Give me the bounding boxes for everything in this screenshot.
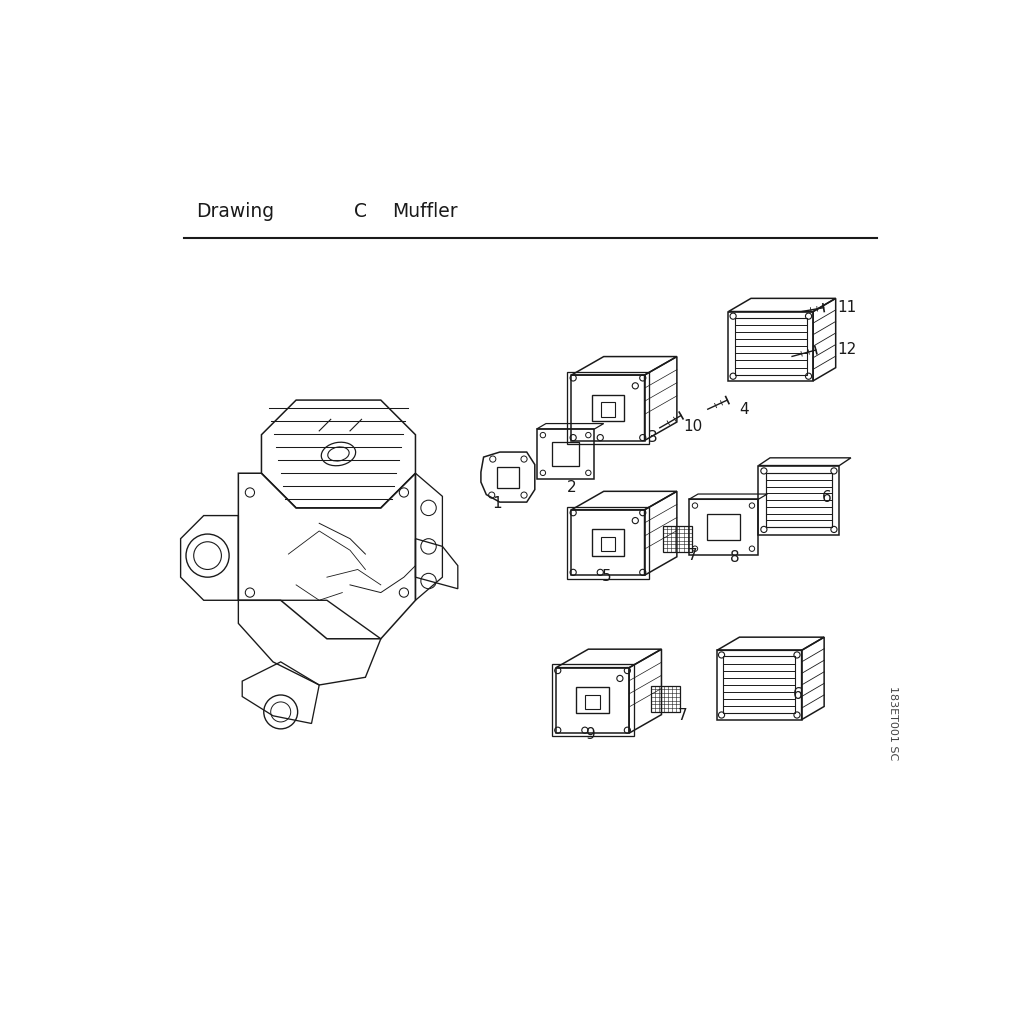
Text: Drawing: Drawing [196, 202, 274, 221]
Text: 8: 8 [730, 550, 739, 565]
Text: 12: 12 [838, 342, 857, 357]
Text: 4: 4 [739, 402, 749, 417]
Text: Muffler: Muffler [392, 202, 458, 221]
Text: 3: 3 [648, 430, 657, 445]
Text: 7: 7 [677, 708, 687, 723]
Text: 11: 11 [838, 300, 857, 314]
Text: 6: 6 [793, 687, 803, 701]
Text: 1: 1 [493, 496, 502, 511]
Text: 183ET001 SC: 183ET001 SC [888, 686, 898, 761]
Text: 10: 10 [683, 419, 702, 434]
Text: 7: 7 [688, 548, 697, 563]
Text: 5: 5 [602, 569, 611, 584]
Text: C: C [354, 202, 367, 221]
Text: 6: 6 [822, 489, 831, 505]
Text: 9: 9 [587, 727, 596, 741]
Text: 2: 2 [567, 480, 577, 496]
